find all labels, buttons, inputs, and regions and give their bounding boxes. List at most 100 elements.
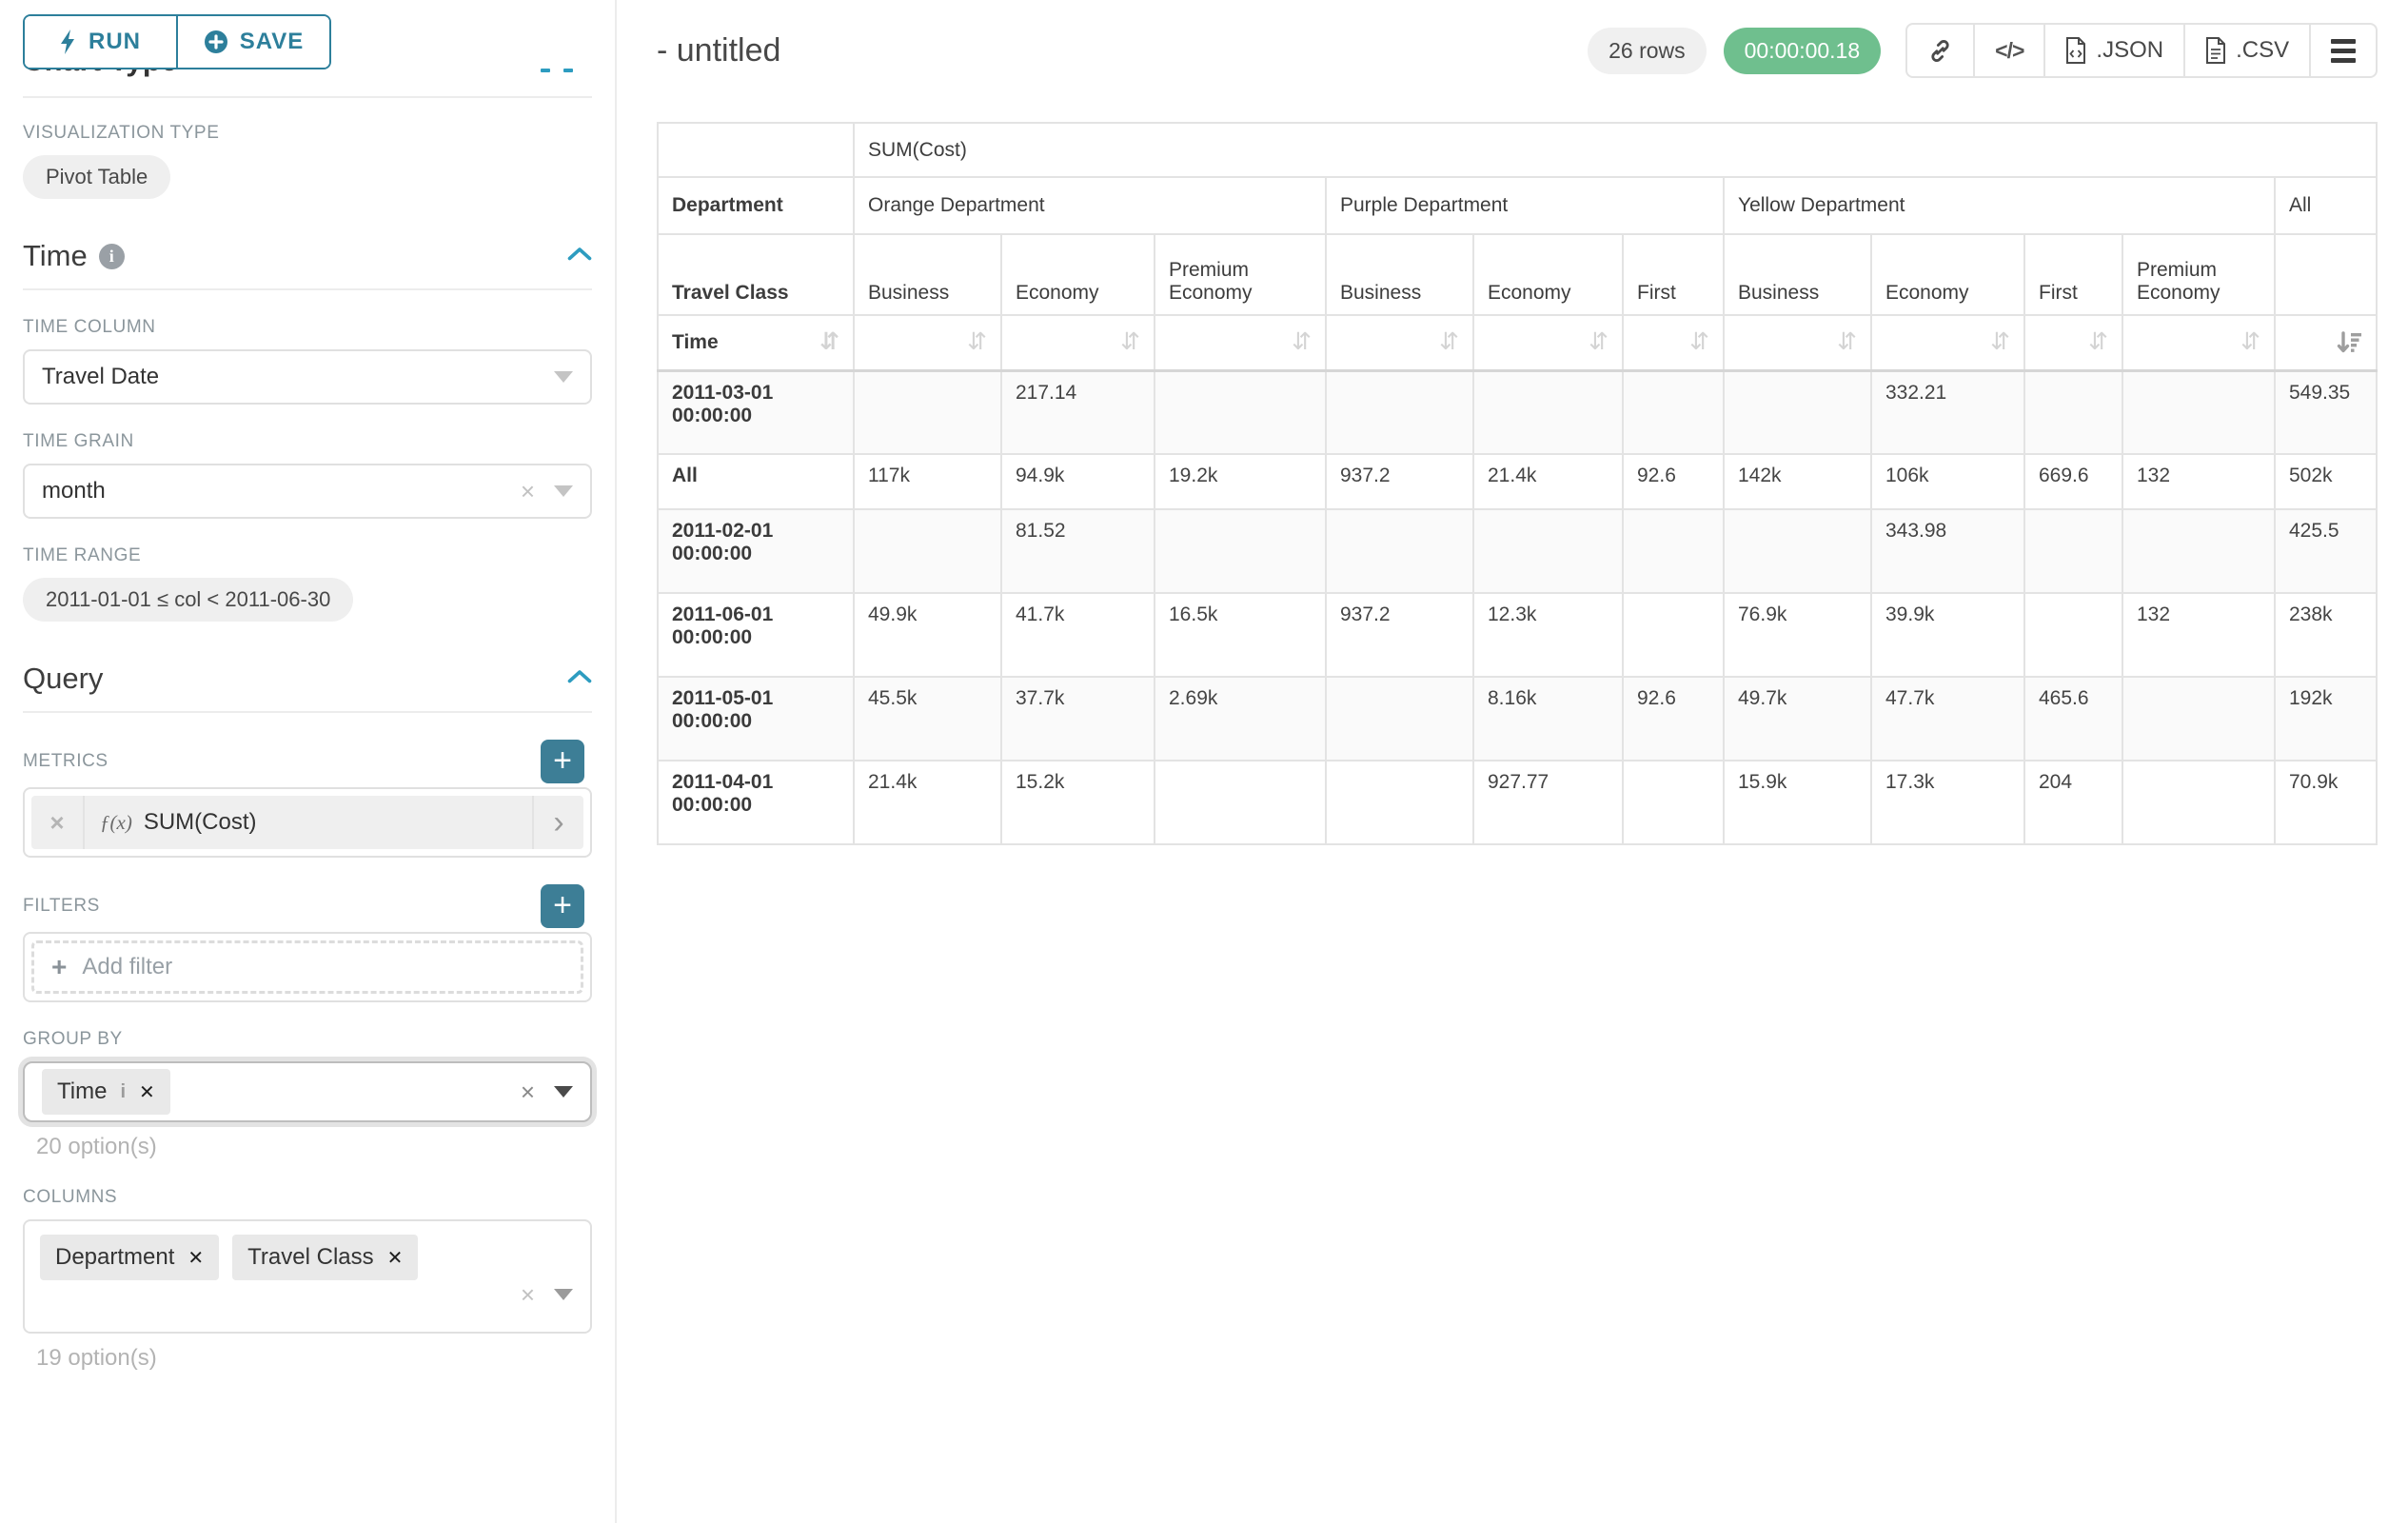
table-row: All 117k 94.9k 19.2k 937.2 21.4k 92.6 142k 106k 6… [657,453,2378,510]
remove-tag-icon[interactable]: ✕ [386,1247,404,1269]
tag-label: Travel Class [247,1244,374,1270]
pivot-col-header: Economy [1870,233,2025,316]
view-query-button[interactable]: </> [1973,25,2043,76]
pivot-cell: 21.4k [1472,453,1624,510]
pivot-cell [2023,369,2123,455]
pivot-cell [2023,508,2123,594]
more-options-button[interactable] [2309,25,2376,76]
pivot-row-header: 2011-05-01 00:00:00 [657,676,855,762]
remove-metric-icon[interactable]: × [49,807,65,837]
export-json-label: .JSON [2096,37,2164,63]
add-filter-dropzone[interactable]: + Add filter [31,940,583,994]
pivot-cell [2023,592,2123,678]
chevron-down-icon[interactable] [554,485,573,497]
query-section-header: Query [23,622,592,711]
pivot-cell [1325,508,1474,594]
sort-icon[interactable]: ⇵ [1689,328,1709,356]
pivot-group-header: Orange Department [853,176,1327,235]
pivot-cell: 41.7k [1000,592,1155,678]
pivot-cell: 2.69k [1154,676,1327,762]
share-link-button[interactable] [1907,25,1973,76]
pivot-table-container: SUM(Cost) Department Orange Department Purp… [657,122,2378,845]
visualization-type-label: VISUALIZATION TYPE [23,123,220,143]
column-dimension-label: Department [657,176,855,235]
run-button[interactable]: RUN [25,16,176,68]
pivot-cell: 204 [2023,760,2123,845]
info-icon: i [98,243,125,269]
remove-tag-icon[interactable]: ✕ [139,1081,155,1103]
remove-tag-icon[interactable]: ✕ [188,1247,205,1269]
time-column-select[interactable]: Travel Date [23,349,592,405]
pivot-cell [1154,508,1327,594]
columns-options-hint: 19 option(s) [36,1345,157,1371]
metric-item[interactable]: × ƒ(x) SUM(Cost) › [31,796,583,849]
chevron-right-icon[interactable]: › [532,796,583,849]
columns-select[interactable]: Department ✕ Travel Class ✕ × [23,1219,592,1334]
time-column-label: TIME COLUMN [23,317,156,337]
save-button[interactable]: SAVE [176,16,329,68]
pivot-cell: 927.77 [1472,760,1624,845]
add-filter-button[interactable]: + [541,884,584,928]
sort-icon[interactable]: ⇵ [1990,328,2010,356]
chevron-down-icon[interactable] [554,1289,573,1300]
sort-icon[interactable]: ⇵ [1589,328,1609,356]
sort-icon[interactable]: ⇵ [2240,328,2260,356]
collapse-chevron-icon[interactable] [567,247,592,266]
sort-desc-icon[interactable] [2337,330,2362,355]
pivot-col-header: Business [853,233,1002,316]
chart-title[interactable]: - untitled [657,31,781,69]
clipped-control-dots [541,69,573,72]
pivot-col-header [2273,233,2378,316]
time-grain-select[interactable]: month × [23,464,592,519]
pivot-cell: 76.9k [1723,592,1872,678]
sort-icon[interactable]: ⇵ [1120,328,1140,356]
sort-icon[interactable]: ⇵ [1837,328,1857,356]
clear-icon[interactable]: × [520,1280,535,1309]
code-icon: </> [1995,37,2024,63]
time-range-value[interactable]: 2011-01-01 ≤ col < 2011-06-30 [23,578,354,622]
time-grain-field: TIME GRAIN month × [23,431,592,519]
control-panel-sidebar: RUN SAVE Chart Type VISUALIZATION TYPE P… [0,0,617,1523]
metrics-field: METRICS + × ƒ(x) SUM(Cost) › [23,740,592,858]
export-toolbar: </> .JSON .CSV [1905,23,2378,78]
add-filter-label: Add filter [82,954,173,979]
chevron-down-icon[interactable] [554,1086,573,1098]
pivot-cell: 12.3k [1472,592,1624,678]
sort-icon[interactable]: ⇵ [2088,328,2108,356]
pivot-group-header: Yellow Department [1723,176,2276,235]
pivot-cell: 39.9k [1870,592,2025,678]
time-section-title: Time [23,239,88,272]
pivot-cell [1723,508,1872,594]
export-csv-button[interactable]: .CSV [2183,25,2309,76]
pivot-col-header: Economy [1472,233,1624,316]
group-by-select[interactable]: Time i ✕ × [23,1061,592,1122]
export-json-button[interactable]: .JSON [2043,25,2183,76]
pivot-col-header: Business [1325,233,1474,316]
collapse-chevron-icon[interactable] [567,669,592,688]
chevron-down-icon[interactable] [554,371,573,383]
visualization-type-block: VISUALIZATION TYPE Pivot Table [23,123,592,199]
time-column-value: Travel Date [42,364,160,389]
pivot-cell: 465.6 [2023,676,2123,762]
pivot-cell [1622,760,1725,845]
time-range-label: TIME RANGE [23,545,142,565]
sort-icon[interactable]: ⇵ [819,328,839,356]
export-csv-label: .CSV [2236,37,2290,63]
time-grain-label: TIME GRAIN [23,431,134,451]
sort-icon[interactable]: ⇵ [1439,328,1459,356]
clear-icon[interactable]: × [520,1078,535,1106]
sub-dimension-label: Travel Class [657,233,855,316]
pivot-cell: 15.9k [1723,760,1872,845]
add-metric-button[interactable]: + [541,740,584,783]
sort-icon[interactable]: ⇵ [1292,328,1312,356]
filters-box: + Add filter [23,932,592,1002]
pivot-table: SUM(Cost) Department Orange Department Purp… [657,122,2378,845]
pivot-cell: 94.9k [1000,453,1155,510]
file-code-icon [2066,37,2086,64]
pivot-col-header: Economy [1000,233,1155,316]
visualization-type-value[interactable]: Pivot Table [23,155,171,199]
sort-icon[interactable]: ⇵ [967,328,987,356]
clear-icon[interactable]: × [520,477,535,505]
metrics-box: × ƒ(x) SUM(Cost) › [23,787,592,858]
filters-field: FILTERS + + Add filter [23,884,592,1002]
